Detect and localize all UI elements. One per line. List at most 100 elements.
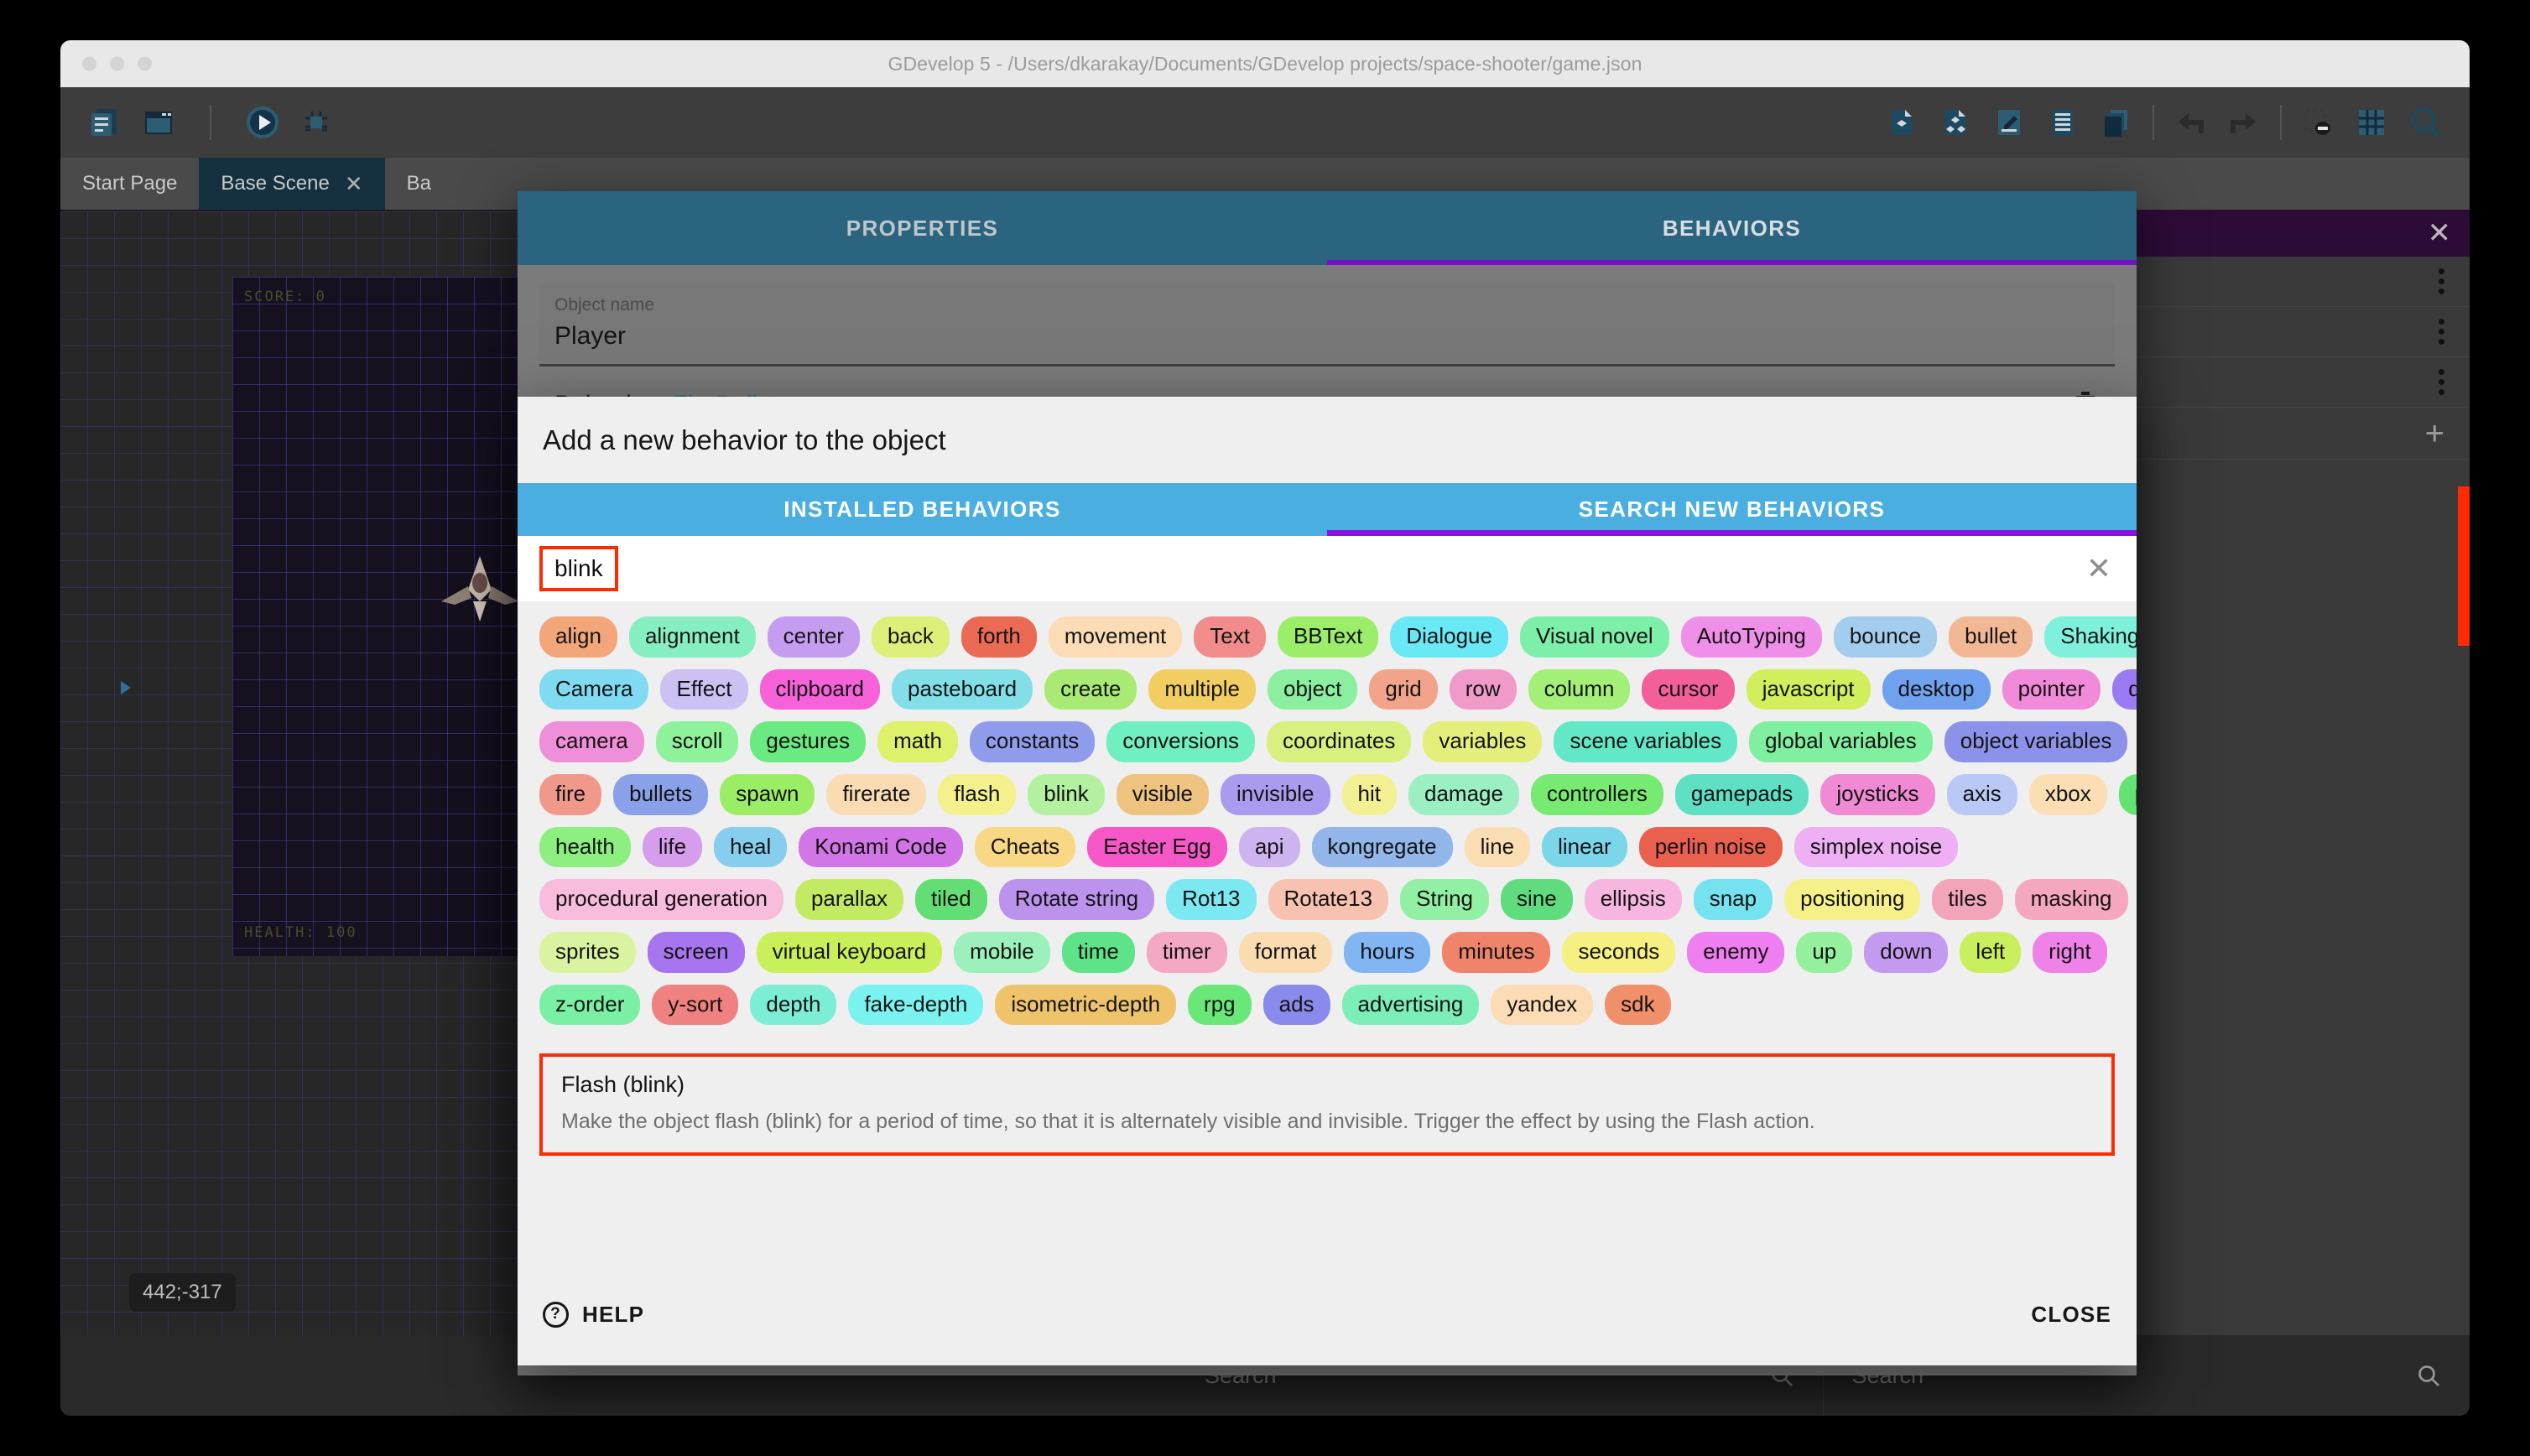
object-list-icon[interactable] (2043, 103, 2082, 142)
tag-chip[interactable]: bounce (1833, 616, 1938, 658)
panel-list-item[interactable] (1884, 257, 2470, 307)
tag-chip[interactable]: up (1796, 932, 1853, 973)
tag-chip[interactable]: Rotate string (998, 879, 1155, 921)
tag-chip[interactable]: javascript (1746, 668, 1871, 710)
debug-icon[interactable] (297, 103, 336, 142)
tab-search-new-behaviors[interactable]: SEARCH NEW BEHAVIORS (1327, 483, 2137, 536)
tag-chip[interactable]: positioning (1784, 879, 1921, 921)
tag-chip[interactable]: drag (2112, 668, 2137, 710)
tag-chip[interactable]: heal (714, 826, 788, 868)
more-options-icon[interactable] (2439, 319, 2444, 345)
close-window-button[interactable] (82, 56, 96, 71)
tag-chip[interactable]: advertising (1341, 984, 1480, 1026)
panel-list-item[interactable] (1884, 307, 2470, 357)
close-icon[interactable]: ✕ (2427, 217, 2452, 249)
more-options-icon[interactable] (2439, 268, 2444, 294)
tag-chip[interactable]: fire (539, 774, 602, 815)
preview-play-icon[interactable] (243, 103, 282, 142)
tab-behaviors[interactable]: BEHAVIORS (1327, 191, 2137, 265)
project-manager-icon[interactable] (86, 103, 124, 142)
tag-chip[interactable]: axis (1946, 774, 2017, 815)
tag-chip[interactable]: health (539, 826, 631, 868)
tag-chip[interactable]: column (1528, 668, 1631, 710)
tag-chip[interactable]: kongregate (1311, 826, 1453, 868)
tag-chip[interactable]: seconds (1562, 932, 1676, 973)
tag-chip[interactable]: alignment (628, 616, 756, 658)
tag-chip[interactable]: screen (647, 932, 745, 973)
modal-help-button[interactable]: ? HELP (543, 1301, 644, 1328)
tag-chip[interactable]: virtual keyboard (756, 932, 943, 973)
tag-chip[interactable]: z-order (539, 984, 641, 1026)
tag-chip[interactable]: timer (1146, 932, 1227, 973)
tag-chip[interactable]: object variables (1944, 721, 2128, 763)
tag-chip[interactable]: tiled (915, 879, 987, 921)
tag-chip[interactable]: sprites (539, 932, 636, 973)
tag-chip[interactable]: Cheats (974, 826, 1076, 868)
tag-chip[interactable]: line (1464, 826, 1531, 868)
tag-chip[interactable]: Rot13 (1166, 879, 1257, 921)
tag-chip[interactable]: gamepads (1674, 774, 1809, 815)
tag-chip[interactable]: Easter Egg (1087, 826, 1227, 868)
more-options-icon[interactable] (2439, 369, 2444, 395)
tag-chip[interactable]: parallax (794, 879, 904, 921)
tag-chip[interactable]: align (539, 616, 617, 658)
tag-chip[interactable]: pasteboard (892, 668, 1033, 710)
player-ship-sprite[interactable] (429, 549, 530, 630)
zoom-reset-icon[interactable]: 1:1 (2406, 103, 2444, 142)
tag-chip[interactable]: damage (1408, 774, 1519, 815)
tag-chip[interactable]: rpg (1188, 984, 1252, 1026)
edit-object-icon[interactable] (1990, 103, 2028, 142)
tag-chip[interactable]: visible (1116, 774, 1210, 815)
tag-chip[interactable]: simplex noise (1793, 826, 1959, 868)
tag-chip[interactable]: spawn (720, 774, 815, 815)
tag-chip[interactable]: Camera (539, 668, 649, 710)
tag-chip[interactable]: format (1238, 932, 1333, 973)
tag-chip[interactable]: controllers (1530, 774, 1663, 815)
tag-chip[interactable]: cursor (1642, 668, 1735, 710)
tag-chip[interactable]: global variables (1749, 721, 1933, 763)
tag-chip[interactable]: invisible (1221, 774, 1330, 815)
behavior-result-item[interactable]: Flash (blink) Make the object flash (bli… (539, 1053, 2115, 1157)
tag-chip[interactable]: depth (750, 984, 837, 1026)
tag-chip[interactable]: right (2033, 932, 2107, 973)
tag-chip[interactable]: firerate (826, 774, 927, 815)
tag-chip[interactable]: yandex (1491, 984, 1594, 1026)
tag-chip[interactable]: hit (1341, 774, 1397, 815)
tag-chip[interactable]: center (767, 616, 860, 658)
redo-icon[interactable] (2225, 103, 2263, 142)
tag-chip[interactable]: sine (1500, 879, 1573, 921)
scene-editor-icon[interactable] (139, 103, 178, 142)
tag-chip[interactable]: clipboard (759, 668, 881, 710)
tag-chip[interactable]: perlin noise (1638, 826, 1783, 868)
tag-chip[interactable]: constants (969, 721, 1096, 763)
tag-chip[interactable]: camera (539, 721, 644, 763)
tag-chip[interactable]: back (871, 616, 950, 658)
tag-chip[interactable]: variables (1423, 721, 1543, 763)
plus-icon[interactable]: + (2424, 414, 2444, 452)
tag-chip[interactable]: linear (1542, 826, 1627, 868)
tag-chip[interactable]: enemy (1687, 932, 1785, 973)
tag-chip[interactable]: Konami Code (799, 826, 963, 868)
tag-chip[interactable]: scroll (655, 721, 739, 763)
tag-chip[interactable]: procedural generation (539, 879, 783, 921)
close-icon[interactable]: ✕ (2085, 551, 2111, 585)
tag-chip[interactable]: fake-depth (848, 984, 984, 1026)
window-controls[interactable] (82, 56, 152, 71)
tag-chip[interactable]: coordinates (1266, 721, 1412, 763)
undo-icon[interactable] (2171, 103, 2210, 142)
tag-chip[interactable]: y-sort (652, 984, 739, 1026)
layers-icon[interactable] (2097, 103, 2136, 142)
tag-chip[interactable]: scene variables (1554, 721, 1738, 763)
tag-chip[interactable]: movement (1048, 616, 1183, 658)
tag-chip[interactable]: row (1449, 668, 1517, 710)
tag-chip[interactable]: minutes (1442, 932, 1551, 973)
tag-chip[interactable]: grid (1369, 668, 1438, 710)
tag-chip[interactable]: joysticks (1820, 774, 1935, 815)
tab-base-scene[interactable]: Base Scene ✕ (199, 158, 385, 210)
tag-chip[interactable]: left (1960, 932, 2022, 973)
tag-chip[interactable]: desktop (1882, 668, 1991, 710)
tab-close-icon[interactable]: ✕ (344, 171, 363, 196)
tag-chip[interactable]: hours (1344, 932, 1431, 973)
tag-chip[interactable]: life (642, 826, 703, 868)
tag-chip[interactable]: Visual novel (1519, 616, 1669, 658)
